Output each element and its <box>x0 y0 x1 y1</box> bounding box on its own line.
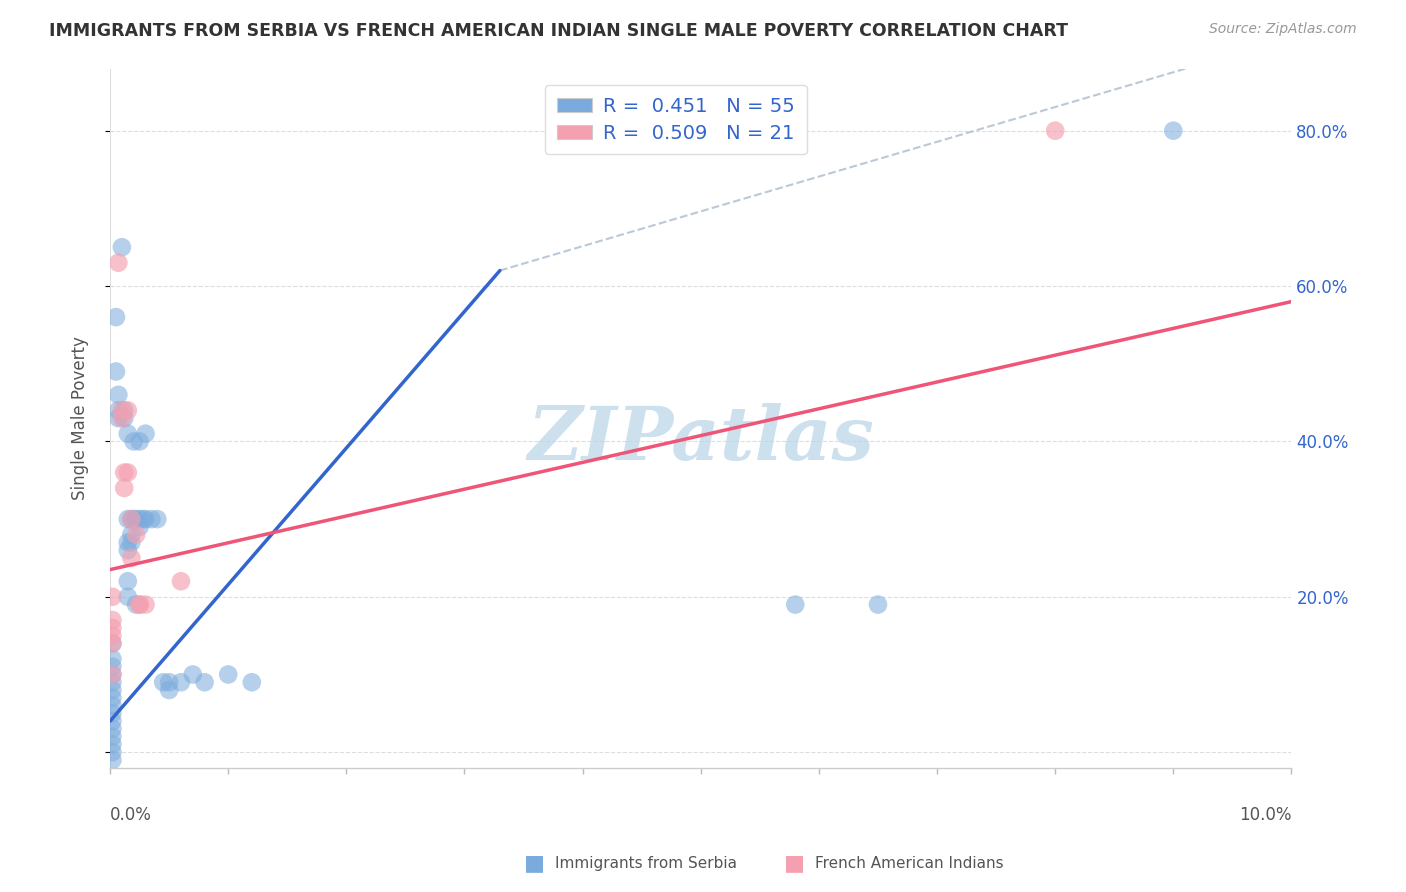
Point <box>157 683 180 698</box>
Text: Immigrants from Serbia: Immigrants from Serbia <box>555 856 737 871</box>
Point <box>194 675 217 690</box>
Point <box>117 535 139 549</box>
Point <box>240 675 263 690</box>
Text: 0.0%: 0.0% <box>110 806 152 824</box>
Point <box>117 590 139 604</box>
Point <box>117 466 139 480</box>
Point <box>146 512 169 526</box>
Point <box>112 403 135 417</box>
Point <box>120 535 142 549</box>
Point <box>120 512 142 526</box>
Point <box>107 388 129 402</box>
Point <box>152 675 174 690</box>
Point <box>134 426 156 441</box>
Point <box>101 753 124 767</box>
Text: Source: ZipAtlas.com: Source: ZipAtlas.com <box>1209 22 1357 37</box>
Point <box>128 434 150 449</box>
Text: French American Indians: French American Indians <box>815 856 1004 871</box>
Point <box>128 512 150 526</box>
Point <box>101 667 124 681</box>
Point <box>125 598 148 612</box>
Point <box>128 520 150 534</box>
Point <box>101 667 124 681</box>
Point <box>101 706 124 721</box>
Point <box>125 512 148 526</box>
Point <box>117 426 139 441</box>
Point <box>101 636 124 650</box>
Point <box>181 667 204 681</box>
Point <box>101 698 124 713</box>
Point <box>111 403 134 417</box>
Point <box>101 659 124 673</box>
Point <box>101 613 124 627</box>
Point <box>1163 123 1185 137</box>
Point <box>785 598 807 612</box>
Legend: R =  0.451   N = 55, R =  0.509   N = 21: R = 0.451 N = 55, R = 0.509 N = 21 <box>546 86 807 154</box>
Point <box>101 738 124 752</box>
Point <box>157 675 180 690</box>
Point <box>170 574 193 589</box>
Text: ZIPatlas: ZIPatlas <box>527 403 875 475</box>
Text: ■: ■ <box>785 854 804 873</box>
Point <box>112 411 135 425</box>
Point <box>101 714 124 728</box>
Point <box>101 621 124 635</box>
Point <box>217 667 239 681</box>
Point <box>101 629 124 643</box>
Text: IMMIGRANTS FROM SERBIA VS FRENCH AMERICAN INDIAN SINGLE MALE POVERTY CORRELATION: IMMIGRANTS FROM SERBIA VS FRENCH AMERICA… <box>49 22 1069 40</box>
Point <box>866 598 889 612</box>
Point <box>134 598 156 612</box>
Point <box>1043 123 1066 137</box>
Point <box>112 481 135 495</box>
Point <box>112 466 135 480</box>
Point <box>107 403 129 417</box>
Point <box>122 512 145 526</box>
Point <box>117 512 139 526</box>
Y-axis label: Single Male Poverty: Single Male Poverty <box>72 336 89 500</box>
Point <box>125 527 148 541</box>
Text: 10.0%: 10.0% <box>1239 806 1292 824</box>
Point <box>132 512 155 526</box>
Point <box>128 598 150 612</box>
Point <box>117 403 139 417</box>
Point <box>111 411 134 425</box>
Point <box>101 675 124 690</box>
Point <box>117 543 139 558</box>
Point <box>101 730 124 744</box>
Point <box>134 512 156 526</box>
Point <box>101 722 124 736</box>
Point <box>120 527 142 541</box>
Point <box>101 636 124 650</box>
Point <box>111 240 134 254</box>
Point <box>117 574 139 589</box>
Point <box>107 256 129 270</box>
Point <box>101 652 124 666</box>
Point <box>101 690 124 705</box>
Point <box>107 411 129 425</box>
Point <box>104 310 127 325</box>
Point <box>120 551 142 566</box>
Point <box>141 512 163 526</box>
Point <box>128 598 150 612</box>
Text: ■: ■ <box>524 854 544 873</box>
Point <box>120 512 142 526</box>
Point <box>101 590 124 604</box>
Point <box>104 364 127 378</box>
Point <box>170 675 193 690</box>
Point <box>122 434 145 449</box>
Point <box>101 745 124 759</box>
Point <box>101 683 124 698</box>
